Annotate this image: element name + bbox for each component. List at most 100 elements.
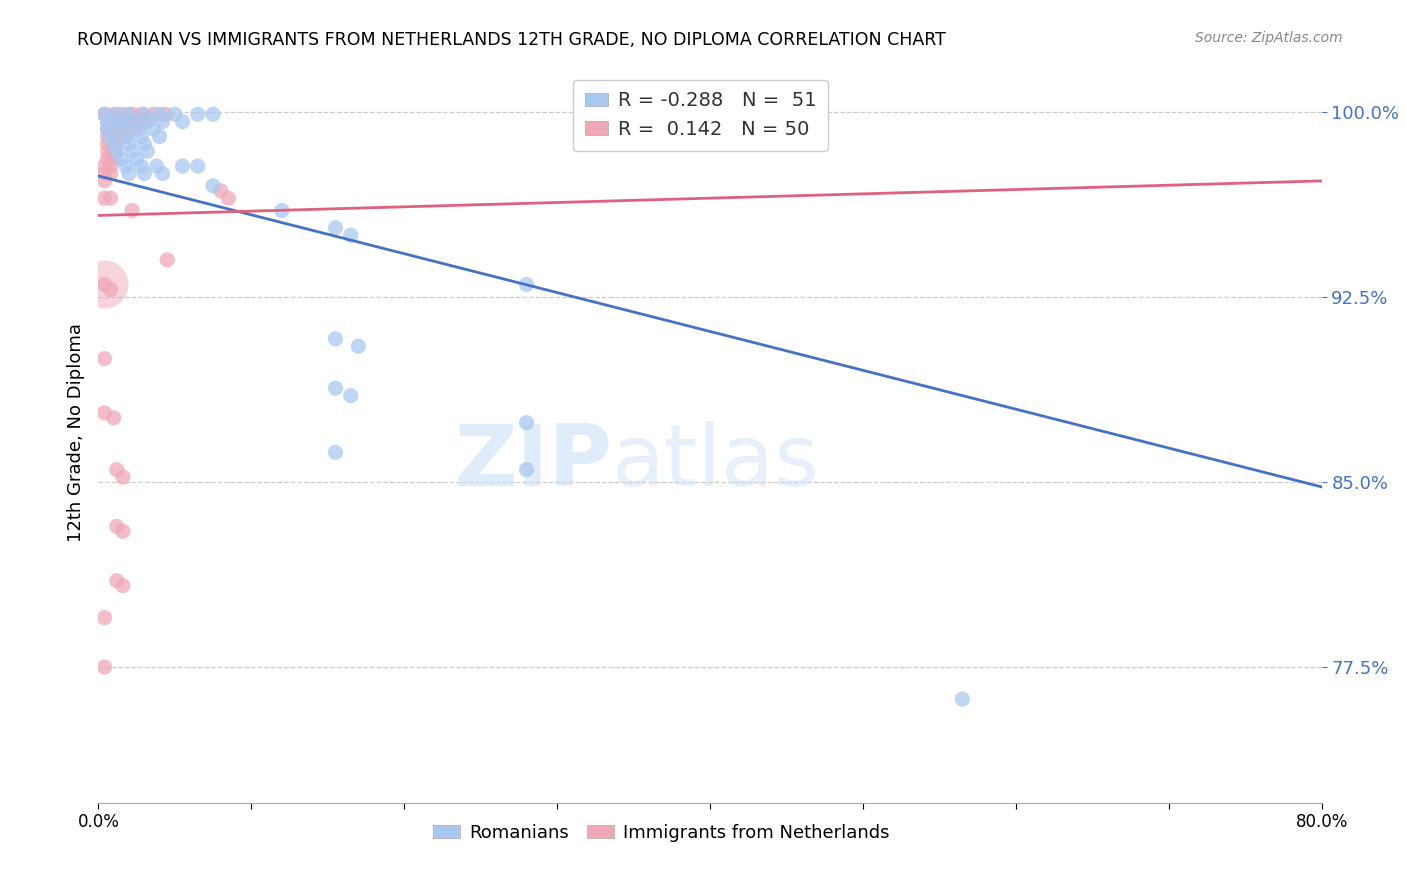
Point bbox=[110, 152, 132, 166]
Point bbox=[97, 152, 120, 166]
Point bbox=[347, 339, 370, 353]
Point bbox=[202, 107, 225, 121]
Point bbox=[127, 122, 149, 136]
Point bbox=[97, 145, 120, 159]
Point bbox=[325, 220, 347, 235]
Point bbox=[111, 470, 134, 484]
Point bbox=[93, 191, 115, 205]
Point bbox=[93, 406, 115, 420]
Point bbox=[134, 107, 156, 121]
Point bbox=[93, 277, 115, 292]
Point bbox=[115, 129, 138, 144]
Point bbox=[100, 167, 122, 181]
Point bbox=[93, 660, 115, 674]
Point bbox=[172, 159, 194, 173]
Point bbox=[124, 122, 146, 136]
Point bbox=[111, 579, 134, 593]
Point bbox=[172, 114, 194, 128]
Point bbox=[145, 159, 167, 173]
Text: ZIP: ZIP bbox=[454, 421, 612, 504]
Point bbox=[187, 107, 209, 121]
Point bbox=[121, 107, 143, 121]
Point bbox=[97, 122, 120, 136]
Point bbox=[105, 107, 128, 121]
Point bbox=[209, 184, 232, 198]
Point bbox=[103, 145, 125, 159]
Point bbox=[115, 159, 138, 173]
Point bbox=[156, 252, 179, 267]
Point bbox=[93, 159, 115, 173]
Point bbox=[105, 129, 128, 144]
Point bbox=[152, 167, 174, 181]
Point bbox=[187, 159, 209, 173]
Point bbox=[339, 228, 361, 243]
Legend: Romanians, Immigrants from Netherlands: Romanians, Immigrants from Netherlands bbox=[426, 817, 897, 849]
Point bbox=[121, 203, 143, 218]
Point bbox=[105, 114, 128, 128]
Point bbox=[136, 114, 159, 128]
Point bbox=[105, 145, 128, 159]
Point bbox=[325, 445, 347, 459]
Y-axis label: 12th Grade, No Diploma: 12th Grade, No Diploma bbox=[66, 323, 84, 542]
Point bbox=[217, 191, 239, 205]
Point bbox=[142, 107, 165, 121]
Point bbox=[111, 122, 134, 136]
Point bbox=[111, 524, 134, 539]
Point bbox=[103, 152, 125, 166]
Point bbox=[93, 277, 115, 292]
Point bbox=[103, 410, 125, 425]
Point bbox=[103, 107, 125, 121]
Point bbox=[93, 107, 115, 121]
Point bbox=[325, 381, 347, 395]
Point bbox=[97, 136, 120, 151]
Point bbox=[115, 114, 138, 128]
Point bbox=[950, 692, 973, 706]
Point bbox=[100, 129, 122, 144]
Point bbox=[105, 136, 128, 151]
Point bbox=[149, 129, 172, 144]
Point bbox=[516, 416, 538, 430]
Point bbox=[115, 129, 138, 144]
Point bbox=[124, 114, 146, 128]
Point bbox=[155, 107, 177, 121]
Point bbox=[121, 114, 143, 128]
Point bbox=[134, 167, 156, 181]
Point bbox=[134, 136, 156, 151]
Text: ROMANIAN VS IMMIGRANTS FROM NETHERLANDS 12TH GRADE, NO DIPLOMA CORRELATION CHART: ROMANIAN VS IMMIGRANTS FROM NETHERLANDS … bbox=[77, 31, 946, 49]
Point bbox=[97, 122, 120, 136]
Point bbox=[270, 203, 292, 218]
Point bbox=[134, 114, 156, 128]
Point bbox=[100, 283, 122, 297]
Point bbox=[105, 122, 128, 136]
Point bbox=[93, 107, 115, 121]
Point bbox=[93, 167, 115, 181]
Point bbox=[97, 114, 120, 128]
Point bbox=[129, 129, 152, 144]
Point bbox=[136, 145, 159, 159]
Point bbox=[142, 122, 165, 136]
Text: Source: ZipAtlas.com: Source: ZipAtlas.com bbox=[1195, 31, 1343, 45]
Point bbox=[149, 107, 172, 121]
Point bbox=[516, 277, 538, 292]
Point bbox=[163, 107, 186, 121]
Text: atlas: atlas bbox=[612, 421, 820, 504]
Point bbox=[115, 122, 138, 136]
Point bbox=[93, 174, 115, 188]
Point bbox=[129, 107, 152, 121]
Point bbox=[125, 152, 148, 166]
Point bbox=[103, 136, 125, 151]
Point bbox=[152, 114, 174, 128]
Point bbox=[516, 462, 538, 476]
Point bbox=[93, 351, 115, 366]
Point bbox=[129, 159, 152, 173]
Point bbox=[105, 574, 128, 588]
Point bbox=[339, 388, 361, 402]
Point bbox=[93, 611, 115, 625]
Point bbox=[118, 167, 141, 181]
Point bbox=[118, 107, 141, 121]
Point bbox=[202, 178, 225, 193]
Point bbox=[108, 114, 131, 128]
Point bbox=[111, 107, 134, 121]
Point bbox=[118, 136, 141, 151]
Point bbox=[325, 332, 347, 346]
